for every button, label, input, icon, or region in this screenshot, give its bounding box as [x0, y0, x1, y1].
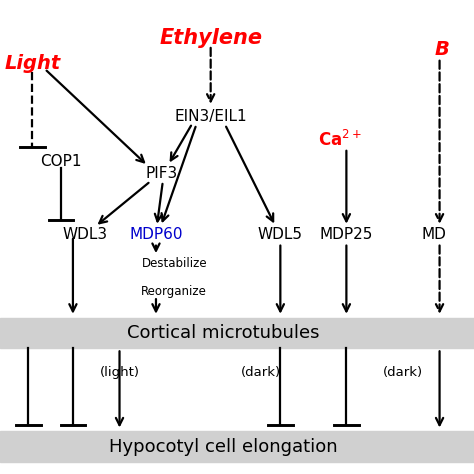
Text: (dark): (dark) [383, 365, 423, 379]
Text: Reorganize: Reorganize [141, 285, 207, 298]
Text: COP1: COP1 [40, 154, 82, 169]
Text: MDP60: MDP60 [129, 227, 182, 242]
Text: Ethylene: Ethylene [159, 28, 262, 48]
Bar [0, 431, 474, 462]
Text: (light): (light) [100, 365, 139, 379]
Text: WDL5: WDL5 [257, 227, 302, 242]
Text: Cortical microtubules: Cortical microtubules [127, 324, 319, 342]
Text: EIN3/EIL1: EIN3/EIL1 [174, 109, 247, 124]
Text: MDP25: MDP25 [319, 227, 373, 242]
Bar [0, 318, 474, 348]
Text: Light: Light [4, 55, 61, 73]
Text: B: B [434, 40, 449, 59]
Text: Hypocotyl cell elongation: Hypocotyl cell elongation [109, 438, 337, 456]
Text: MD: MD [421, 227, 446, 242]
Text: PIF3: PIF3 [146, 165, 178, 181]
Text: Ca$^{2+}$: Ca$^{2+}$ [319, 130, 362, 150]
Text: Destabilize: Destabilize [141, 256, 207, 270]
Text: WDL3: WDL3 [63, 227, 108, 242]
Text: (dark): (dark) [241, 365, 282, 379]
